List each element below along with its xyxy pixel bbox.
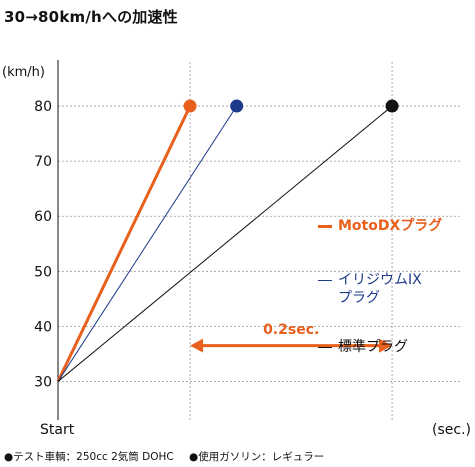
y-tick-label-30: 30 [34,374,52,390]
footnote-test-vehicle: ●テスト車輌：250cc 2気筒 DOHC [4,451,174,463]
y-tick-label-70: 70 [34,154,52,170]
series-endpoint-0 [183,99,197,113]
legend-item-motodx: MotoDXプラグ [318,217,442,235]
legend-swatch-iridium [318,279,332,281]
legend-label-motodx: MotoDXプラグ [338,218,443,234]
footnotes: ●テスト車輌：250cc 2気筒 DOHC ●使用ガソリン：レギュラー [4,449,336,464]
annotation-arrow-head-right [379,338,393,353]
legend-label-iridium-line2: プラグ [338,290,380,306]
legend-label-iridium-line1: イリジウムIX [338,272,422,288]
series-line-0 [56,105,192,383]
legend-label-standard: 標準プラグ [338,339,408,355]
annotation-label: 0.2sec. [263,321,320,338]
series-endpoint-1 [230,99,244,113]
grid [58,62,462,420]
series-lines [56,99,399,383]
annotation-arrow-head-left [190,338,204,353]
legend-item-standard: 標準プラグ [318,338,408,356]
legend-swatch-standard [318,346,332,348]
y-tick-label-50: 50 [34,264,52,280]
y-tick-label-60: 60 [34,209,52,225]
x-axis-unit: (sec.) [432,422,471,438]
chart-title: 30→80km/hへの加速性 [4,8,178,26]
y-axis-unit: (km/h) [2,65,45,80]
footnote-fuel: ●使用ガソリン：レギュラー [189,451,325,463]
y-tick-label-40: 40 [34,319,52,335]
legend-item-iridium: イリジウムIX プラグ [318,271,422,307]
legend-swatch-motodx [318,224,332,228]
series-line-2 [57,105,393,382]
x-axis-start-label: Start [40,422,75,438]
series-endpoint-2 [385,99,399,113]
y-tick-labels: 30 40 50 60 70 80 [34,99,52,390]
annotation-arrow [190,338,393,353]
y-tick-label-80: 80 [34,99,52,115]
series-line-1 [57,105,238,382]
